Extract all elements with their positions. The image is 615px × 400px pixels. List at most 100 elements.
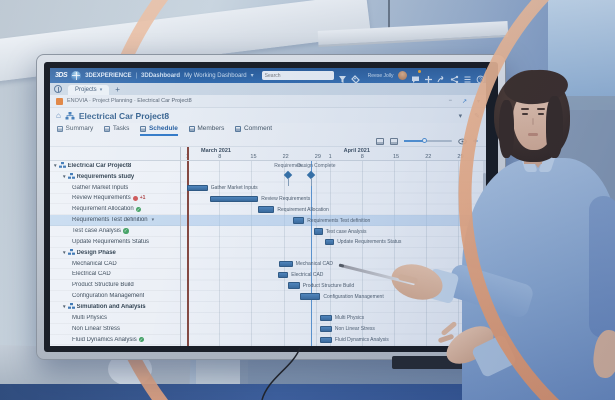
expand-caret[interactable]: ▾	[63, 303, 66, 310]
zoom-slider[interactable]	[403, 138, 452, 143]
top-bar: 3DS 3DEXPERIENCE | 3DDashboard My Workin…	[50, 68, 486, 84]
status-red-icon	[132, 195, 138, 201]
gantt-bar[interactable]	[288, 282, 300, 289]
gantt-bar[interactable]	[258, 206, 275, 213]
milestone-connector	[288, 178, 290, 186]
compass-icon[interactable]	[71, 70, 82, 81]
timeline-month-label: March 2021	[201, 148, 231, 154]
grid-line	[315, 161, 317, 346]
chevron-down-icon[interactable]: ▾	[151, 217, 155, 224]
share-arrow-icon[interactable]	[437, 71, 446, 83]
task-row[interactable]: Multi Physics	[50, 313, 180, 324]
task-row[interactable]: ▾ Requirements study	[50, 172, 180, 183]
task-row[interactable]: ▾ Simulation and Analysis	[50, 302, 180, 313]
task-label: Non Linear Stress	[72, 325, 121, 332]
project-icon	[67, 172, 75, 181]
breadcrumb: ENOVIA · Project Planning · Electrical C…	[67, 98, 192, 104]
chevron-down-icon[interactable]: ▾	[458, 112, 463, 120]
tab-projects[interactable]: Projects ▾	[68, 85, 110, 95]
add-icon[interactable]	[424, 71, 433, 83]
gantt-bar[interactable]	[313, 228, 323, 235]
summary-icon	[57, 125, 63, 132]
task-row[interactable]: Mechanical CAD	[50, 259, 180, 270]
title-row: ⌂ Electrical Car Project8 ▾ ✎	[50, 108, 486, 123]
schedule-icon	[140, 125, 147, 132]
timeline-month-label: April 2021	[343, 148, 370, 154]
task-row[interactable]: Fluid Dynamics Analysis ✓	[50, 335, 180, 346]
task-row[interactable]: Electrical CAD	[50, 270, 180, 281]
task-row[interactable]: Review Requirements +1	[50, 194, 180, 205]
search-input[interactable]	[261, 71, 334, 80]
gantt-bar[interactable]	[292, 217, 305, 224]
status-check-icon: ✓	[138, 336, 145, 343]
task-label: Test case Analysis	[72, 228, 122, 235]
gantt-bar[interactable]	[325, 238, 335, 246]
chevron-down-icon[interactable]: ▾	[99, 87, 103, 93]
task-row[interactable]: Requirements Test definition ▾	[50, 215, 180, 227]
share-nodes-icon[interactable]	[450, 71, 459, 84]
avatar[interactable]	[397, 71, 407, 80]
task-list-header	[50, 147, 181, 161]
zoom-slider-knob[interactable]	[421, 138, 427, 143]
add-task-button[interactable]: +	[472, 135, 478, 146]
task-row[interactable]: Non Linear Stress	[50, 324, 180, 335]
chevron-down-icon[interactable]: ▾	[476, 98, 480, 105]
chevron-down-icon[interactable]: ▾	[250, 73, 254, 79]
task-list: ▾ Electrical Car Project8 ▾ Requirements st…	[50, 161, 181, 346]
lamp-wire	[388, 0, 390, 34]
task-label: Requirements study	[76, 173, 135, 180]
chat-icon[interactable]	[411, 70, 421, 83]
tab-comment[interactable]: Comment	[235, 123, 272, 136]
gantt-bar[interactable]	[299, 293, 321, 300]
eye-icon[interactable]	[457, 138, 467, 145]
gantt-bar[interactable]	[210, 195, 259, 203]
selected-row-highlight	[181, 215, 486, 227]
expand-caret[interactable]: ▾	[63, 173, 66, 180]
task-row[interactable]: Configuration Management	[50, 291, 180, 303]
apps-grid-icon[interactable]	[463, 71, 472, 83]
task-label: Configuration Management	[72, 293, 145, 300]
timeline-tick-label: 8	[218, 154, 222, 160]
gantt-bar[interactable]	[320, 325, 332, 333]
user-name[interactable]: Reese Jolly	[367, 72, 394, 79]
tab-summary[interactable]: Summary	[57, 123, 93, 136]
gantt-bar[interactable]	[320, 314, 332, 322]
expand-caret[interactable]: ▾	[54, 162, 57, 169]
comment-icon	[235, 125, 242, 132]
tab-tasks[interactable]: Tasks	[104, 123, 129, 136]
task-row[interactable]: Update Requirements Status	[50, 237, 180, 248]
gantt-bar[interactable]	[279, 260, 293, 268]
presenter-lips	[528, 133, 538, 136]
task-row[interactable]: Gather Market Inputs	[50, 183, 180, 194]
app-label: 3DDashboard	[141, 72, 181, 79]
edit-icon[interactable]: ✎	[474, 112, 480, 120]
dashboard-selector[interactable]: My Working Dashboard	[184, 72, 247, 79]
gantt-bar[interactable]	[278, 271, 289, 278]
gantt-bar[interactable]	[320, 336, 332, 344]
filter-icon[interactable]	[338, 71, 347, 83]
task-label: Multi Physics	[72, 314, 108, 321]
fit-view-icon[interactable]	[375, 137, 384, 145]
brand-label: 3DEXPERIENCE	[85, 72, 132, 79]
grid-line	[361, 161, 363, 346]
task-row[interactable]: Test case Analysis ✓	[50, 226, 180, 237]
tab-schedule[interactable]: Schedule	[140, 123, 178, 136]
minimize-icon[interactable]: −	[448, 98, 452, 104]
home-icon[interactable]: ⌂	[56, 110, 61, 120]
task-row[interactable]: ▾ Electrical Car Project8	[50, 161, 180, 172]
frame-view-icon[interactable]	[389, 137, 398, 145]
open-external-icon[interactable]: ↗	[461, 98, 467, 105]
milestone-connector	[311, 178, 313, 186]
task-row[interactable]: Requirement Allocation ✓	[50, 204, 180, 216]
expand-caret[interactable]: ▾	[63, 249, 66, 256]
task-row[interactable]: Product Structure Build	[50, 280, 180, 292]
compass-mini-icon[interactable]	[54, 85, 62, 93]
help-icon[interactable]: ?	[476, 71, 485, 84]
gantt-bar[interactable]	[187, 184, 208, 192]
tag-icon[interactable]	[350, 71, 360, 84]
add-tab-button[interactable]: +	[115, 85, 120, 94]
task-row[interactable]: ▾ Design Phase	[50, 248, 180, 259]
tab-members[interactable]: Members	[188, 123, 224, 136]
